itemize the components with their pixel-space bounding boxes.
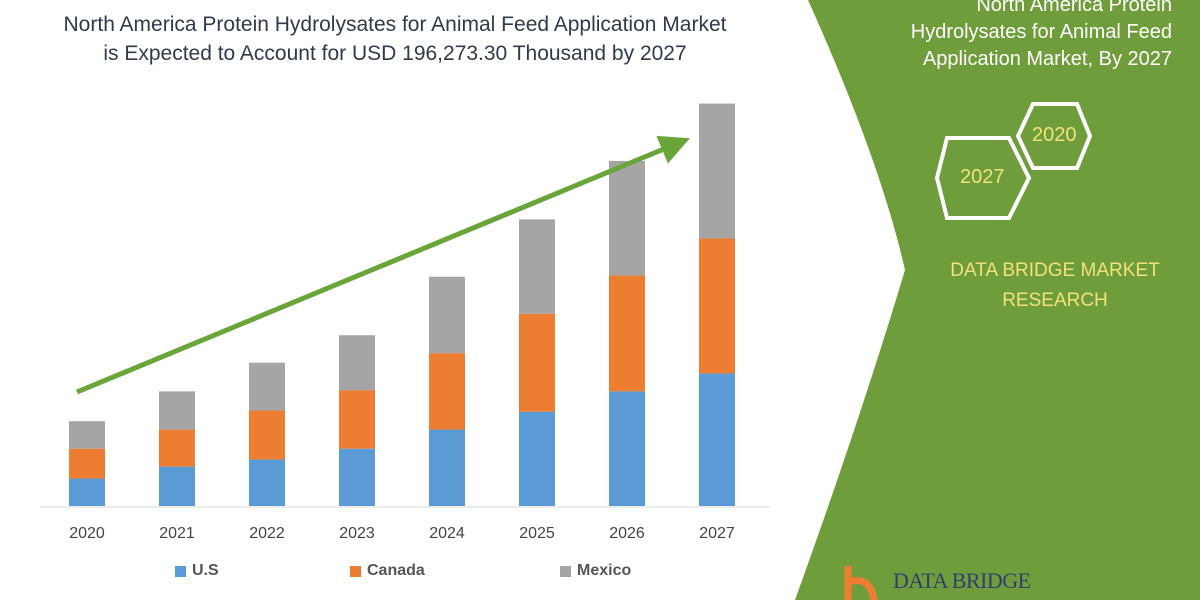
panel-title-line: Application Market, By 2027: [922, 48, 1172, 70]
logo-text: DATA BRIDGE: [893, 568, 1031, 593]
bar-us-2021: [159, 466, 195, 506]
panel-title-line: Hydrolysates for Animal Feed: [910, 21, 1172, 43]
hex-year-2020: 2020: [1032, 124, 1077, 146]
bar-mexico-2026: [609, 160, 645, 276]
legend-swatch: [560, 565, 571, 577]
bar-canada-2022: [249, 410, 285, 460]
legend-item-mexico: Mexico: [560, 562, 631, 580]
legend-item-us: U.S: [175, 562, 219, 580]
chart-title: North America Protein Hydrolysates for A…: [0, 10, 790, 68]
green-panel-shape: [795, 0, 1200, 600]
legend-item-canada: Canada: [350, 562, 425, 580]
hexagon-2027: [934, 136, 1032, 220]
trend-arrow: [76, 135, 690, 395]
hex-year-2027: 2027: [960, 166, 1005, 188]
bar-mexico-2021: [159, 391, 195, 430]
bar-canada-2020: [69, 448, 105, 479]
x-tick-label: 2022: [249, 525, 285, 542]
brand-line: RESEARCH: [1002, 290, 1108, 311]
x-tick-label: 2023: [339, 525, 375, 542]
bar-us-2024: [429, 429, 465, 506]
bar-canada-2025: [519, 313, 555, 412]
bar-mexico-2023: [339, 335, 375, 391]
bar-canada-2021: [159, 429, 195, 467]
bar-mexico-2020: [69, 421, 105, 449]
bar-us-2020: [69, 478, 105, 506]
legend-swatch: [175, 565, 186, 577]
legend-label: Mexico: [577, 562, 632, 579]
bar-mexico-2025: [519, 219, 555, 314]
chart-title-line: North America Protein Hydrolysates for A…: [63, 13, 727, 36]
bar-us-2025: [519, 411, 555, 506]
legend-label: Canada: [367, 562, 425, 579]
legend-label: U.S: [192, 562, 219, 579]
panel-title-line: North America Protein: [976, 0, 1172, 16]
bar-canada-2026: [609, 275, 645, 392]
hexagon-2020: [1015, 102, 1093, 170]
bar-canada-2023: [339, 390, 375, 449]
x-tick-label: 2024: [429, 525, 465, 542]
brand-line: DATA BRIDGE MARKET: [950, 260, 1160, 281]
x-tick-label: 2025: [519, 525, 555, 542]
bar-us-2022: [249, 459, 285, 506]
bar-canada-2027: [699, 238, 735, 374]
chart-title-line: is Expected to Account for USD 196,273.3…: [103, 42, 687, 65]
panel-title: North America Protein Hydrolysates for A…: [852, 0, 1172, 73]
bar-us-2023: [339, 448, 375, 506]
bar-us-2026: [609, 391, 645, 506]
legend-swatch: [350, 565, 361, 577]
logo-icon: [844, 566, 878, 600]
brand-text: DATA BRIDGE MARKET RESEARCH: [905, 256, 1200, 316]
bar-canada-2024: [429, 353, 465, 430]
x-tick-label: 2026: [609, 525, 645, 542]
bar-mexico-2022: [249, 362, 285, 411]
bar-mexico-2024: [429, 276, 465, 354]
x-tick-label: 2020: [69, 525, 105, 542]
bar-mexico-2027: [699, 103, 735, 239]
x-tick-label: 2021: [159, 525, 195, 542]
bar-chart: 2020 2021 2022 2023 2024 2025 2026 2027: [40, 103, 770, 542]
x-tick-label: 2027: [699, 525, 735, 542]
bar-us-2027: [699, 373, 735, 506]
